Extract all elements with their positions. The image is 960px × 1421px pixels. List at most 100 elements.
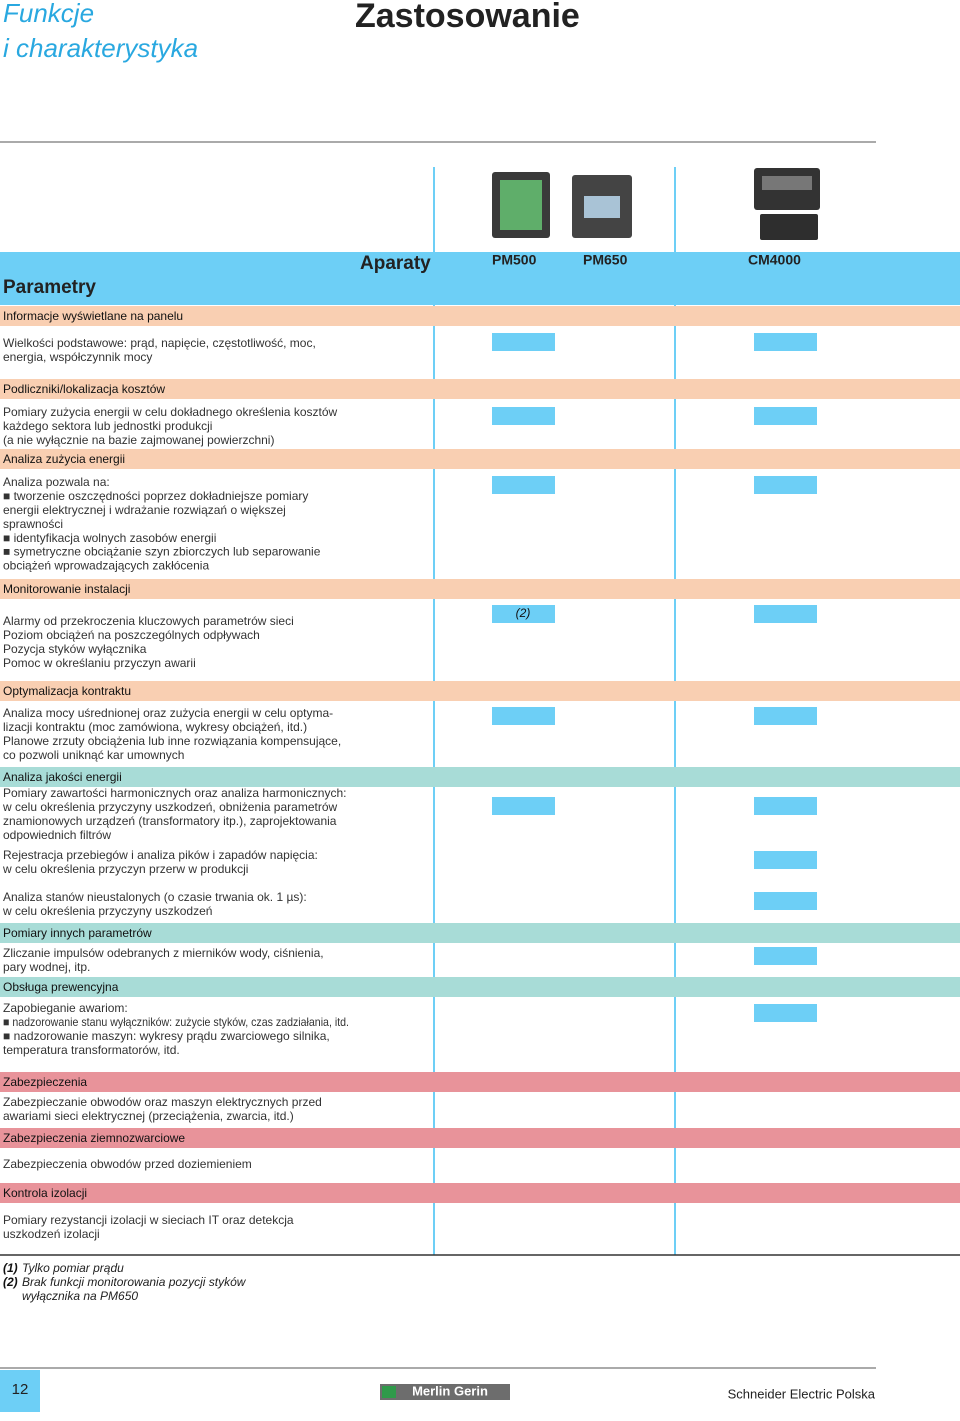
section-title: Zabezpieczenia bbox=[3, 1075, 87, 1089]
item-text: lizacji kontraktu (moc zamówiona, wykres… bbox=[3, 720, 307, 734]
table-head-band bbox=[0, 252, 960, 305]
section-bar bbox=[0, 379, 960, 399]
applicability-box bbox=[754, 851, 817, 869]
section-bar bbox=[0, 579, 960, 599]
item-text: w celu określenia przyczyny uszkodzeń bbox=[2, 904, 212, 918]
item-text: obciążeń wprowadzających zakłócenia bbox=[3, 559, 209, 573]
footnote-marker: (2) bbox=[3, 1275, 18, 1289]
item-text: Pozycja styków wyłącznika bbox=[3, 642, 147, 656]
section-title: Kontrola izolacji bbox=[3, 1186, 87, 1200]
section-title: Optymalizacja kontraktu bbox=[3, 684, 131, 698]
applicability-box bbox=[492, 407, 555, 425]
section-title: Analiza zużycia energii bbox=[3, 452, 125, 466]
item-text: ■ nadzorowanie stanu wyłączników: zużyci… bbox=[3, 1015, 349, 1029]
device-label: PM650 bbox=[583, 252, 628, 268]
section-title: Analiza jakości energii bbox=[3, 770, 122, 784]
item-text: energii elektrycznej i wdrażanie rozwiąz… bbox=[3, 503, 286, 517]
footnote-text: Tylko pomiar prądu bbox=[22, 1261, 124, 1275]
applicability-box bbox=[492, 605, 555, 623]
item-text: Analiza pozwala na: bbox=[3, 475, 110, 489]
section-bar bbox=[0, 1183, 960, 1203]
device-label: CM4000 bbox=[748, 252, 801, 268]
item-text: Planowe zrzuty obciążenia lub inne rozwi… bbox=[3, 734, 341, 748]
logo-box bbox=[380, 1384, 510, 1400]
table-label: Parametry bbox=[3, 277, 96, 298]
device-screen bbox=[584, 196, 620, 218]
device-screen bbox=[500, 180, 542, 230]
item-text: pary wodnej, itp. bbox=[3, 960, 90, 974]
item-text: temperatura transformatorów, itd. bbox=[3, 1043, 180, 1057]
logo: Merlin Gerin bbox=[412, 1383, 488, 1398]
page-number-box bbox=[0, 1370, 40, 1412]
applicability-box bbox=[492, 707, 555, 725]
device-label: PM500 bbox=[492, 252, 537, 268]
section-bar bbox=[0, 449, 960, 469]
footnote-marker: (1) bbox=[3, 1261, 18, 1275]
item-text: ■ symetryczne obciążanie szyn zbiorczych… bbox=[3, 545, 321, 559]
device-images bbox=[492, 168, 820, 240]
section-title: Podliczniki/lokalizacja kosztów bbox=[3, 382, 165, 396]
applicability-box bbox=[492, 797, 555, 815]
section-bar bbox=[0, 1072, 960, 1092]
item-text: ■ tworzenie oszczędności poprzez dokładn… bbox=[3, 489, 308, 503]
item-text: ■ nadzorowanie maszyn: wykresy prądu zwa… bbox=[3, 1029, 330, 1043]
item-text: Zabezpieczenia obwodów przed doziemienie… bbox=[3, 1157, 252, 1171]
title-line: i charakterystyka bbox=[3, 33, 198, 63]
section-title: Monitorowanie instalacji bbox=[3, 582, 130, 596]
section-bar bbox=[0, 923, 960, 943]
item-text: Wielkości podstawowe: prąd, napięcie, cz… bbox=[3, 336, 316, 350]
logo-mark bbox=[382, 1386, 396, 1398]
applicability-box bbox=[754, 707, 817, 725]
section-title: Zabezpieczenia ziemnozwarciowe bbox=[3, 1131, 185, 1145]
item-text: Zapobieganie awariom: bbox=[3, 1001, 128, 1015]
item-text: Zabezpieczanie obwodów oraz maszyn elekt… bbox=[3, 1095, 322, 1109]
item-text: Poziom obciążeń na poszczególnych odpływ… bbox=[3, 628, 260, 642]
applicability-box bbox=[754, 797, 817, 815]
device-part bbox=[762, 176, 812, 190]
item-text: co pozwoli uniknąć kar umownych bbox=[3, 748, 184, 762]
device-image bbox=[760, 214, 818, 240]
item-text: ■ identyfikacja wolnych zasobów energii bbox=[3, 531, 216, 545]
section-title: Informacje wyświetlane na panelu bbox=[3, 309, 183, 323]
section-bar bbox=[0, 306, 960, 326]
section-bar bbox=[0, 977, 960, 997]
column-lines bbox=[433, 167, 676, 1255]
item-text: odpowiednich filtrów bbox=[3, 828, 111, 842]
item-text: Pomiary zawartości harmonicznych oraz an… bbox=[3, 786, 346, 800]
applicability-box bbox=[754, 1004, 817, 1022]
item-text: uszkodzeń izolacji bbox=[3, 1227, 100, 1241]
applicability-box bbox=[754, 892, 817, 910]
column-line bbox=[433, 167, 435, 1255]
section-bar bbox=[0, 1128, 960, 1148]
section-title: Obsługa prewencyjna bbox=[3, 980, 119, 994]
item-text: każdego sektora lub jednostki produkcji bbox=[3, 419, 212, 433]
item-text: Analiza stanów nieustalonych (o czasie t… bbox=[3, 890, 307, 904]
cell-note: (2) bbox=[516, 606, 531, 620]
applicability-box bbox=[754, 407, 817, 425]
item-text: w celu określenia przyczyn przerw w prod… bbox=[2, 862, 248, 876]
item-text: Analiza mocy uśrednionej oraz zużycia en… bbox=[3, 706, 333, 720]
heading: Zastosowanie bbox=[355, 0, 580, 35]
item-text: znamionowych urządzeń (transformatory it… bbox=[3, 814, 337, 828]
item-text: sprawności bbox=[3, 517, 63, 531]
item-text: Pomiary zużycia energii w celu dokładneg… bbox=[3, 405, 338, 419]
applicability-box bbox=[754, 605, 817, 623]
item-text: Alarmy od przekroczenia kluczowych param… bbox=[3, 614, 294, 628]
section-title: Pomiary innych parametrów bbox=[3, 926, 152, 940]
applicability-box bbox=[754, 476, 817, 494]
devices-label: Aparaty bbox=[360, 253, 431, 274]
item-text: awariami sieci elektrycznej (przeciążeni… bbox=[3, 1109, 294, 1123]
footnote-text: wyłącznika na PM650 bbox=[22, 1289, 138, 1303]
item-text: w celu określenia przyczyny uszkodzeń, o… bbox=[2, 800, 337, 814]
item-text: Pomiary rezystancji izolacji w sieciach … bbox=[3, 1213, 294, 1227]
applicability-box bbox=[492, 333, 555, 351]
item-text: Rejestracja przebiegów i analiza pików i… bbox=[3, 848, 318, 862]
section-bar bbox=[0, 681, 960, 701]
applicability-box bbox=[492, 476, 555, 494]
company: Schneider Electric Polska bbox=[728, 1386, 876, 1401]
footnote-text: Brak funkcji monitorowania pozycji stykó… bbox=[22, 1275, 247, 1289]
section-bar bbox=[0, 767, 960, 787]
applicability-box bbox=[754, 947, 817, 965]
page-number: 12 bbox=[12, 1381, 29, 1398]
item-text: energia, współczynnik mocy bbox=[3, 350, 152, 364]
